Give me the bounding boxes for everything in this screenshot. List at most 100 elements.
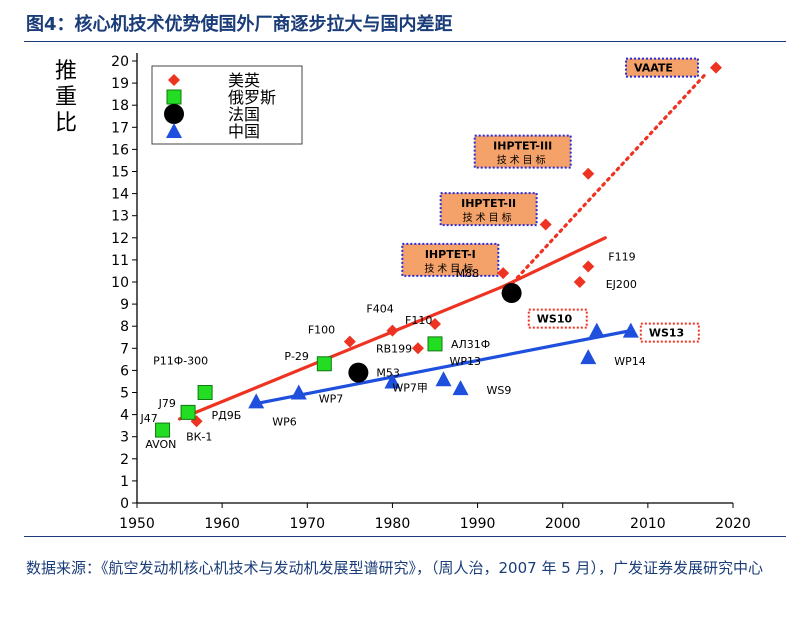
legend-marker <box>166 123 182 138</box>
label-frame <box>639 322 700 343</box>
y-axis-label-char: 比 <box>55 111 77 136</box>
data-point <box>539 218 552 231</box>
data-point <box>501 283 522 304</box>
x-tick-label: 2000 <box>545 516 581 532</box>
x-tick-label: 1950 <box>119 516 155 532</box>
point-label: J47 <box>140 412 158 425</box>
program-box-subtitle: 技术目标 <box>497 154 549 167</box>
data-point <box>429 317 441 330</box>
x-tick-label: 2020 <box>715 516 751 532</box>
data-point <box>582 167 595 180</box>
program-box-subtitle: 技术目标 <box>424 262 476 275</box>
data-point <box>290 384 307 400</box>
legend-marker <box>166 89 182 105</box>
y-tick-label: 6 <box>120 363 129 379</box>
x-tick-label: 1970 <box>289 516 325 532</box>
y-tick-label: 16 <box>111 142 129 158</box>
data-point <box>452 380 469 396</box>
y-tick-label: 2 <box>120 452 129 468</box>
legend-marker <box>168 74 180 86</box>
legend-label: 中国 <box>228 122 260 141</box>
point-label: M53 <box>376 367 400 380</box>
point-label: F404 <box>366 303 393 316</box>
point-label: Р-29 <box>284 350 309 363</box>
y-tick-label: 9 <box>120 297 129 313</box>
y-tick-label: 7 <box>120 341 129 357</box>
data-point <box>386 324 399 337</box>
trend-line <box>501 236 607 289</box>
data-point <box>709 61 722 74</box>
y-axis-label: 推重比 <box>55 59 77 136</box>
point-label: WP13 <box>450 355 482 368</box>
trend-line <box>177 284 505 421</box>
data-point <box>197 385 213 400</box>
footer-divider <box>24 536 786 537</box>
title-divider <box>24 41 786 42</box>
point-label: F110 <box>405 314 432 327</box>
point-label: WP14 <box>614 355 646 368</box>
axes <box>132 53 734 508</box>
y-tick-label: 11 <box>111 253 129 269</box>
data-point <box>497 267 510 280</box>
legend-label: 俄罗斯 <box>228 88 276 107</box>
label-frame <box>527 308 588 329</box>
free-label: AVON <box>145 438 176 451</box>
point-label: WS9 <box>487 384 512 397</box>
point-labels: J79 F100 F404 RB199 F110 F119 EJ200 VAATE J47 ВК-… <box>140 57 700 451</box>
y-tick-label: 10 <box>111 275 129 291</box>
program-box-frame <box>473 134 572 169</box>
point-label: WP7甲 <box>392 381 428 394</box>
y-tick-label: 15 <box>111 165 129 181</box>
y-tick-label: 13 <box>111 209 129 225</box>
y-tick-label: 8 <box>120 319 129 335</box>
y-tick-label: 20 <box>111 54 129 70</box>
x-tick-label: 1980 <box>375 516 411 532</box>
point-label: WS13 <box>649 327 684 340</box>
point-label: АЛ31Ф <box>451 338 490 351</box>
data-point <box>384 373 401 389</box>
figure-title: 图4：核心机技术优势使国外厂商逐步拉大与国内差距 <box>26 14 453 35</box>
data-points <box>155 61 722 438</box>
source-note: 数据来源：《航空发动机核心机技术与发动机发展型谱研究》，（周人治，2007 年 … <box>26 559 764 577</box>
trend-line <box>254 329 633 406</box>
data-point <box>180 404 196 420</box>
program-box-title: IHPTET-III <box>493 140 552 153</box>
y-tick-label: 5 <box>120 386 129 402</box>
point-label: Р11Ф-300 <box>153 355 208 368</box>
y-axis-label-char: 推 <box>55 59 77 84</box>
y-tick-label: 1 <box>120 474 129 490</box>
y-tick-label: 19 <box>111 76 129 92</box>
program-box-frame <box>439 192 538 227</box>
data-point <box>411 342 424 355</box>
free-label: РД9Б <box>212 409 242 422</box>
y-tick-label: 4 <box>120 408 129 424</box>
x-tick-label: 2010 <box>630 516 666 532</box>
data-point <box>155 422 171 438</box>
data-point <box>622 322 639 338</box>
point-label: F119 <box>608 251 635 264</box>
data-point <box>582 260 595 273</box>
point-label: ВК-1 <box>186 430 212 443</box>
data-point <box>435 371 452 387</box>
program-box-subtitle: 技术目标 <box>463 211 515 224</box>
legend-marker <box>164 104 184 124</box>
point-label: M88 <box>456 267 480 280</box>
x-tick-label: 1960 <box>204 516 240 532</box>
legend-label: 法国 <box>228 105 260 124</box>
y-tick-label: 14 <box>111 187 129 203</box>
point-label: F100 <box>308 324 335 337</box>
trend-lines <box>177 70 710 421</box>
program-box-title: IHPTET-I <box>425 248 476 261</box>
point-label: RB199 <box>376 342 412 355</box>
point-label: VAATE <box>634 62 673 75</box>
data-point <box>348 362 369 383</box>
point-label: J79 <box>158 397 176 410</box>
point-label: EJ200 <box>606 278 637 291</box>
point-label: WP7 <box>319 393 344 406</box>
